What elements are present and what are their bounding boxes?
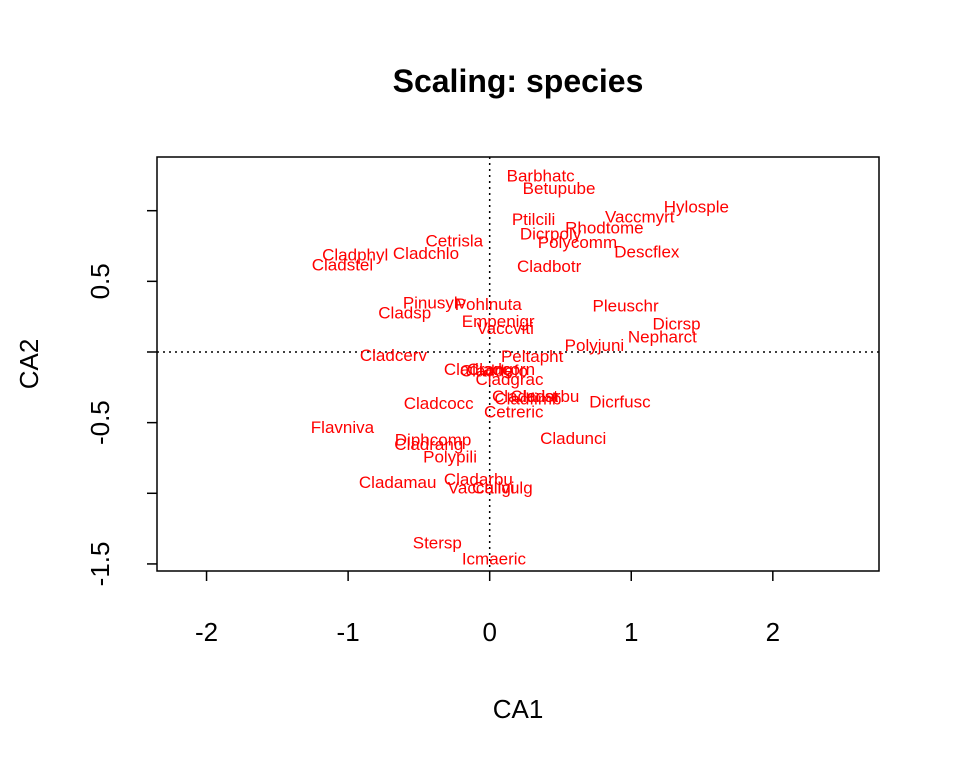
y-tick-label: 0.5 xyxy=(85,263,115,299)
chart-title: Scaling: species xyxy=(393,63,644,99)
y-axis-label: CA2 xyxy=(14,339,44,390)
species-label: Descflex xyxy=(614,243,680,262)
species-label: Nepharct xyxy=(628,327,697,346)
species-label: Flavniva xyxy=(311,418,375,437)
x-tick-label: -2 xyxy=(195,617,218,647)
x-axis: -2 -1 0 1 2 xyxy=(195,571,780,647)
species-label: Cladfimb xyxy=(494,390,561,409)
species-label: Pohlnuta xyxy=(455,295,523,314)
species-label: Dicrsp xyxy=(652,315,700,334)
species-label: Barbhatc xyxy=(507,166,576,185)
species-label: Peltapht xyxy=(501,347,564,366)
y-axis: -1.5 -0.5 0.5 xyxy=(85,209,157,587)
species-label: Cladarbu xyxy=(510,387,579,406)
species-label: Claddefo xyxy=(460,361,528,380)
species-label: Cladstel xyxy=(312,255,373,274)
species-label: Cladrang xyxy=(394,435,463,454)
y-tick-label: -0.5 xyxy=(85,400,115,445)
species-label: Callvulg xyxy=(472,479,532,498)
species-label: Cladphyl xyxy=(322,245,388,264)
species-label: Cladunci xyxy=(540,429,606,448)
x-axis-label: CA1 xyxy=(493,694,544,724)
x-tick-label: 0 xyxy=(482,617,496,647)
species-label: Cladsp xyxy=(378,303,431,322)
species-label: Cladarbu xyxy=(444,470,513,489)
species-label: Cladcerv xyxy=(360,346,428,365)
species-label: Cladcrist xyxy=(492,387,558,406)
species-label: Polypili xyxy=(423,448,477,467)
species-label: Diphcomp xyxy=(395,431,472,450)
species-label: Vaccmyrt xyxy=(605,207,675,226)
species-label: Cladbotr xyxy=(517,257,582,276)
x-tick-label: 2 xyxy=(766,617,780,647)
species-label: Vacculigi xyxy=(448,479,515,498)
plot-frame xyxy=(156,156,880,572)
species-label: Vaccviti xyxy=(477,319,534,338)
species-label: Empenigr xyxy=(462,312,535,331)
species-label: Dicrfusc xyxy=(589,392,651,411)
species-label: Rhodtome xyxy=(565,219,643,238)
species-label: Cladcocc xyxy=(404,394,474,413)
x-tick-label: -1 xyxy=(337,617,360,647)
species-label: Betupube xyxy=(523,179,596,198)
species-label: Cladcorn xyxy=(467,360,535,379)
species-label: Hylosple xyxy=(664,197,729,216)
species-label: Cladchlo xyxy=(393,244,459,263)
species-label: Icmaeric xyxy=(462,549,527,568)
species-label: Cladgrac xyxy=(475,370,544,389)
species-label: Stersp xyxy=(413,534,462,553)
species-label: Cladrang xyxy=(444,360,513,379)
species-label: Polyjuni xyxy=(565,336,625,355)
x-tick-label: 1 xyxy=(624,617,638,647)
y-tick-label: -1.5 xyxy=(85,542,115,587)
species-label: Cetreric xyxy=(484,402,544,421)
species-label: Ptilcili xyxy=(512,210,555,229)
species-label: Pinusylv xyxy=(403,294,467,313)
species-label: Cladamau xyxy=(359,473,437,492)
reference-lines xyxy=(157,157,879,571)
species-label: Cetrisla xyxy=(425,231,483,250)
species-label: Polycomm xyxy=(538,233,617,252)
species-label: Dicrpoly xyxy=(520,224,582,243)
species-label: Pleuschr xyxy=(593,296,659,315)
